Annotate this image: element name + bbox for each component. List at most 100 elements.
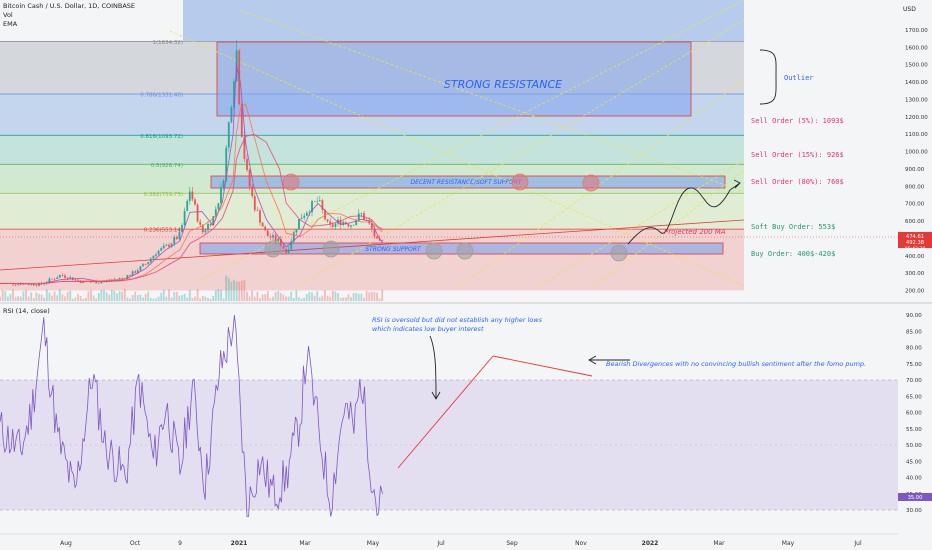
volume-bar [381, 289, 384, 301]
trendline [239, 9, 745, 193]
trendline [459, 79, 745, 287]
marker-circle [610, 244, 628, 262]
candle-body [246, 158, 248, 170]
trendlines [0, 0, 745, 287]
price-axis-background [898, 0, 932, 303]
candle-body [35, 285, 38, 286]
volume-bar [27, 296, 30, 301]
volume-bar [61, 294, 64, 301]
price-tick-label: 900.00 [905, 167, 925, 173]
price-axis[interactable]: 200.00300.00400.00500.00600.00700.00800.… [898, 0, 932, 303]
candle-body [316, 200, 319, 202]
volume-bar [259, 298, 261, 301]
candle-body [217, 203, 220, 210]
candle-body [261, 222, 264, 227]
volume-bar [235, 281, 238, 301]
candle-body [64, 275, 66, 278]
candle-body [142, 264, 144, 267]
candle-body [274, 235, 277, 242]
price-tick-label: 200.00 [905, 289, 925, 295]
volume-indicator-label[interactable]: Vol [3, 11, 13, 19]
candle-body [17, 283, 20, 285]
volume-bar [113, 290, 116, 301]
candle-body [381, 240, 384, 241]
trendline [299, 19, 745, 286]
candle-body [149, 258, 152, 263]
volume-bar [303, 297, 306, 301]
rsi-line [0, 314, 383, 517]
time-tick-label: Jul [853, 540, 862, 547]
candle-body [220, 187, 222, 204]
candle-body [201, 224, 204, 233]
volume-bar [87, 291, 90, 301]
volume-bar [342, 297, 345, 301]
candle-body [121, 278, 124, 279]
volume-bar [116, 293, 118, 301]
volume-bar [256, 291, 259, 301]
volume-bar [17, 296, 20, 301]
rsi-indicator-label[interactable]: RSI (14, close) [3, 307, 50, 315]
candle-body [165, 244, 168, 246]
candle-body [287, 249, 290, 253]
order-label: Sell Order (15%): 926$ [751, 151, 844, 159]
volume-bar [97, 292, 100, 301]
fib-level-label: 0.5(926.74) [151, 163, 183, 169]
symbol-title[interactable]: Bitcoin Cash / U.S. Dollar, 1D, COINBASE [3, 2, 136, 10]
volume-bar [90, 289, 92, 301]
candle-body [95, 281, 98, 284]
candle-body [32, 283, 35, 286]
volume-bar [30, 292, 33, 301]
volume-bar [51, 295, 53, 301]
bearish-note: Bearish Divergences with no convincing b… [606, 360, 866, 368]
ema-indicator-label[interactable]: EMA [3, 20, 18, 28]
rsi-note-arrowhead [431, 391, 441, 400]
candle-body [69, 277, 72, 279]
candle-body [251, 186, 254, 197]
price-tick-label: 1700.00 [905, 28, 928, 34]
volume-bar [214, 290, 217, 301]
order-label: Sell Order (5%): 1093$ [751, 117, 844, 125]
volume-bar [25, 289, 27, 301]
upper-extension-band [183, 0, 744, 42]
candle-body [230, 107, 233, 123]
volume-bar [274, 292, 277, 301]
bearish-note-arrowhead [588, 355, 597, 365]
drawings: Outlier Projected 200 MA Sell Order (5%): … [627, 49, 844, 258]
volume-bar [321, 295, 324, 301]
candle-body [318, 200, 321, 201]
rsi-badge [898, 493, 932, 501]
candle-body [136, 270, 139, 273]
time-axis[interactable]: Aug Oct 9 2021 Mar May Jul Sep Nov 2022 Mar May Jul [0, 533, 932, 550]
marker-circle [282, 173, 300, 191]
price-tick-label: 1200.00 [905, 115, 928, 121]
rsi-tick-label: 65.00 [906, 394, 922, 400]
volume-bar [0, 296, 1, 301]
volume-bar [43, 297, 46, 301]
strong-resistance-zone [216, 41, 692, 117]
moving-average-line [0, 133, 383, 285]
candle-body [53, 278, 56, 280]
candle-body [357, 213, 360, 221]
volume-bar [240, 280, 243, 301]
candle-body [134, 271, 137, 273]
volume-bar [170, 297, 173, 301]
candle-body [256, 210, 259, 211]
volume-bar [136, 295, 139, 301]
candle-body [186, 200, 189, 211]
volume-bar [139, 294, 142, 301]
rsi-tick-label: 85.00 [906, 329, 922, 335]
candle-body [175, 237, 178, 240]
order-label: Sell Order (80%): 760$ [751, 178, 844, 186]
price-badge-countdown: 05:43:38 [905, 246, 926, 252]
time-tick-label: Oct [130, 540, 141, 547]
red-trendline [0, 219, 745, 271]
volume-bar [129, 298, 131, 301]
volume-bar [126, 297, 129, 301]
time-tick-label: Sep [506, 540, 518, 547]
candle-body [222, 180, 225, 188]
candle-body [212, 216, 215, 226]
candle-body [370, 223, 373, 229]
volume-bar [12, 289, 14, 301]
fib-level-label: 0.618(1093.72) [140, 134, 183, 140]
